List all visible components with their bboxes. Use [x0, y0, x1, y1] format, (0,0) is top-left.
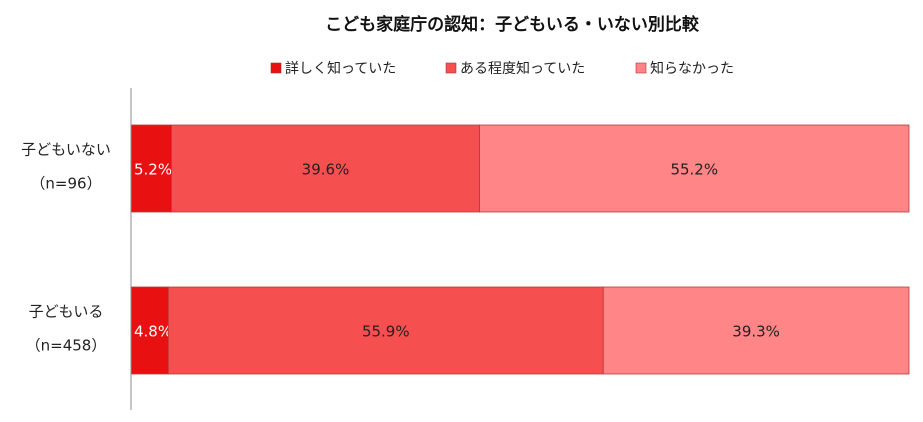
- data-label: 39.3%: [732, 323, 780, 341]
- legend: 詳しく知っていた ある程度知っていた 知らなかった: [270, 60, 734, 77]
- chart-title: こども家庭庁の認知：子どもいる・いない別比較: [325, 14, 700, 35]
- bar-segment: [602, 286, 910, 375]
- category-sample-size: （n=458）: [26, 337, 107, 355]
- legend-item: 知らなかった: [635, 60, 734, 77]
- bar-segment: [130, 286, 169, 375]
- legend-item: ある程度知っていた: [445, 60, 585, 77]
- bar-segment: [130, 124, 172, 213]
- category-labels: 子どもいない （n=96） 子どもいる （n=458）: [21, 141, 111, 355]
- data-label: 5.2%: [134, 161, 172, 179]
- legend-swatch: [445, 62, 457, 74]
- data-label: 39.6%: [302, 161, 350, 179]
- legend-swatch: [270, 62, 282, 74]
- bars: 5.2% 39.6% 55.2% 4.8% 55.9% 39.3%: [130, 124, 910, 375]
- data-label: 4.8%: [134, 323, 172, 341]
- legend-swatch: [635, 62, 647, 74]
- category-label: 子どもいる: [29, 303, 104, 321]
- category-sample-size: （n=96）: [30, 175, 101, 193]
- category-label: 子どもいない: [21, 141, 111, 159]
- data-label: 55.2%: [670, 161, 718, 179]
- legend-label: 知らなかった: [650, 60, 734, 77]
- bar-segment: [171, 124, 480, 213]
- legend-item: 詳しく知っていた: [270, 60, 396, 77]
- bar-segment: [167, 286, 604, 375]
- legend-label: ある程度知っていた: [460, 60, 585, 77]
- bar-segment: [479, 124, 910, 213]
- data-label: 55.9%: [362, 323, 410, 341]
- legend-label: 詳しく知っていた: [285, 60, 396, 77]
